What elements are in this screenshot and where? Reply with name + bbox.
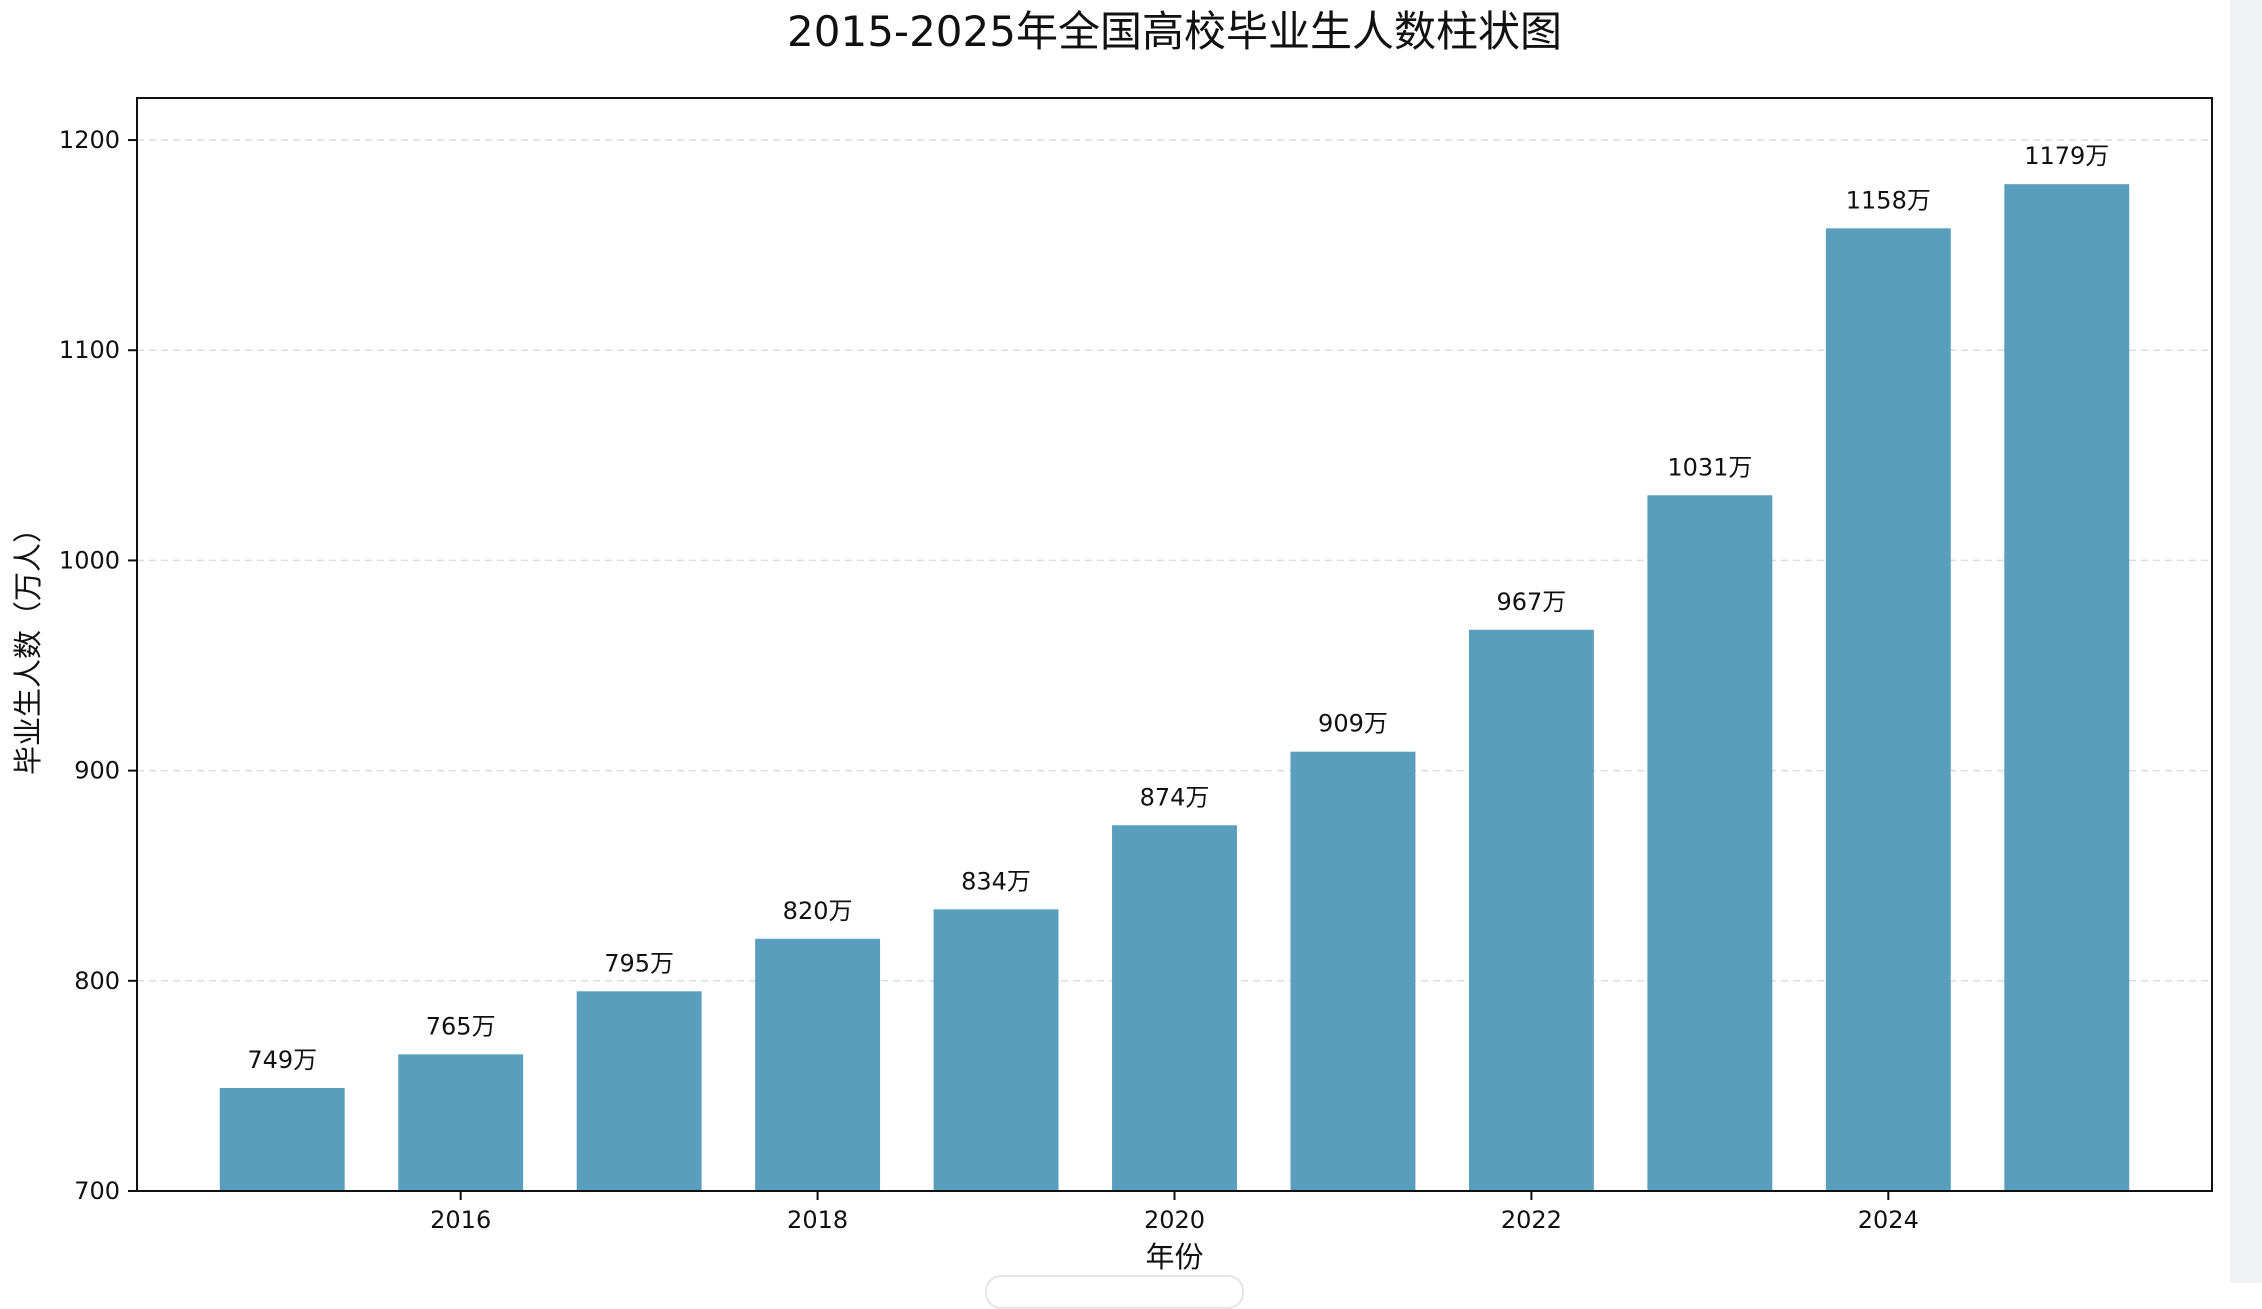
bar-2015 bbox=[219, 1088, 345, 1191]
x-tick-label-2018: 2018 bbox=[787, 1206, 848, 1234]
x-tick-label-2020: 2020 bbox=[1144, 1206, 1205, 1234]
bars bbox=[219, 184, 2130, 1192]
data-label-2018: 820万 bbox=[783, 897, 853, 925]
y-tick-label-1100: 1100 bbox=[59, 336, 120, 364]
y-axis: 700 800 900 1000 1100 1200 bbox=[59, 126, 137, 1205]
bar-2024 bbox=[1825, 228, 1951, 1192]
data-label-2023: 1031万 bbox=[1667, 453, 1752, 481]
y-tick-label-1000: 1000 bbox=[59, 546, 120, 574]
data-label-2016: 765万 bbox=[426, 1012, 496, 1040]
x-tick-label-2016: 2016 bbox=[430, 1206, 491, 1234]
bar-2020 bbox=[1112, 825, 1237, 1191]
data-label-2024: 1158万 bbox=[1846, 186, 1931, 214]
bar-2025 bbox=[2004, 184, 2130, 1192]
y-tick-label-800: 800 bbox=[74, 967, 120, 995]
bar-2022 bbox=[1468, 629, 1594, 1191]
x-axis: 2016 2018 2020 2022 2024 bbox=[430, 1191, 1919, 1234]
x-axis-title: 年份 bbox=[1145, 1240, 1203, 1274]
bar-2019 bbox=[933, 909, 1059, 1191]
y-tick-label-900: 900 bbox=[74, 757, 120, 785]
bar-2017 bbox=[576, 991, 702, 1191]
x-tick-label-2024: 2024 bbox=[1858, 1206, 1919, 1234]
bar-2021 bbox=[1290, 751, 1416, 1191]
bar-2023 bbox=[1647, 495, 1773, 1192]
data-label-2020: 874万 bbox=[1140, 783, 1210, 811]
data-label-2015: 749万 bbox=[247, 1046, 317, 1074]
data-label-2025: 1179万 bbox=[2024, 142, 2109, 170]
y-axis-title: 毕业生人数（万人） bbox=[11, 514, 45, 775]
data-label-2017: 795万 bbox=[604, 949, 674, 977]
data-label-2019: 834万 bbox=[961, 867, 1031, 895]
y-tick-label-700: 700 bbox=[74, 1177, 120, 1205]
y-tick-label-1200: 1200 bbox=[59, 126, 120, 154]
data-label-2021: 909万 bbox=[1318, 710, 1388, 738]
bar-2018 bbox=[755, 938, 881, 1191]
bottom-toolbar-pill bbox=[985, 1275, 1244, 1309]
chart-title: 2015-2025年全国高校毕业生人数柱状图 bbox=[787, 7, 1562, 56]
data-label-2022: 967万 bbox=[1497, 588, 1567, 616]
bar-2016 bbox=[398, 1054, 524, 1191]
data-labels: 749万 765万 795万 820万 834万 874万 909万 967万 1031万 115… bbox=[247, 142, 2109, 1074]
x-tick-label-2022: 2022 bbox=[1501, 1206, 1562, 1234]
scrollbar-track bbox=[2230, 0, 2262, 1283]
